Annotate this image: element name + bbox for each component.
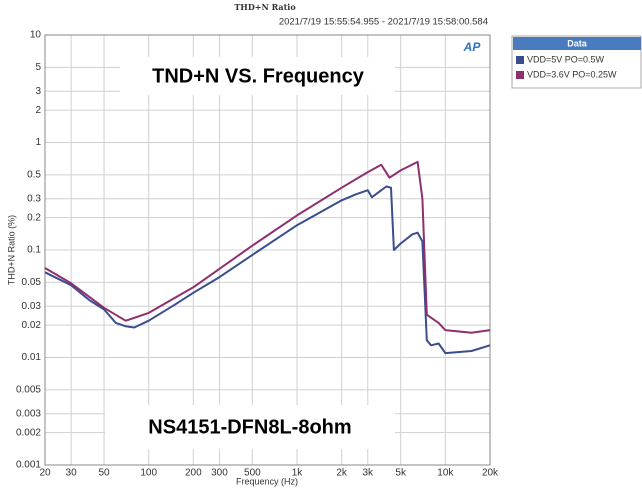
y-tick-label: 3 [35, 86, 41, 97]
logo: AP [463, 40, 482, 54]
legend-swatch [516, 56, 524, 64]
series-line [44, 160, 491, 334]
y-tick-label: 0.5 [27, 170, 41, 181]
legend-swatch [516, 71, 524, 79]
y-tick-label: 0.1 [27, 245, 41, 256]
x-tick-label: 1k [292, 468, 304, 479]
x-tick-label: 300 [211, 468, 228, 479]
x-tick-label: 100 [140, 468, 157, 479]
y-tick-label: 0.01 [22, 352, 42, 363]
y-tick-label: 0.3 [27, 193, 41, 204]
y-tick-label: 10 [30, 30, 42, 41]
x-tick-label: 5k [395, 468, 407, 479]
y-tick-label: 5 [35, 62, 41, 73]
x-tick-label: 30 [66, 468, 78, 479]
x-tick-label: 20k [482, 468, 499, 479]
chart-subtitle: 2021/7/19 15:55:54.955 - 2021/7/19 15:58… [279, 17, 488, 28]
y-tick-label: 0.002 [16, 427, 41, 438]
y-axis-label: THD+N Ratio (%) [6, 215, 16, 285]
x-tick-label: 3k [363, 468, 375, 479]
legend-label: VDD=5V PO=0.5W [527, 54, 605, 64]
series-line [44, 185, 491, 355]
annotation-box [105, 405, 395, 449]
plot-area [44, 34, 491, 466]
y-tick-label: 2 [35, 105, 41, 116]
annotation-box [120, 57, 395, 95]
legend-header [513, 37, 641, 50]
y-tick-label: 1 [35, 137, 41, 148]
y-tick-label: 0.03 [22, 301, 42, 312]
x-tick-label: 500 [244, 468, 261, 479]
x-axis-label: Frequency (Hz) [236, 476, 298, 486]
x-tick-label: 20 [39, 468, 51, 479]
x-tick-label: 10k [437, 468, 454, 479]
annotation: TND+N VS. Frequency [152, 65, 365, 87]
y-tick-label: 0.02 [22, 320, 42, 331]
x-tick-label: 200 [185, 468, 202, 479]
x-tick-label: 50 [98, 468, 110, 479]
legend-label: VDD=3.6V PO=0.25W [527, 69, 617, 79]
y-tick-label: 0.05 [22, 277, 42, 288]
y-tick-label: 0.2 [27, 212, 41, 223]
x-tick-label: 2k [336, 468, 348, 479]
annotation: NS4151-DFN8L-8ohm [148, 416, 351, 438]
legend-title: Data [567, 38, 588, 48]
y-tick-label: 0.005 [16, 385, 41, 396]
y-tick-label: 0.001 [16, 460, 41, 471]
chart-title: THD+N Ratio [234, 2, 296, 12]
plot-frame [44, 34, 491, 466]
y-tick-label: 0.003 [16, 408, 41, 419]
